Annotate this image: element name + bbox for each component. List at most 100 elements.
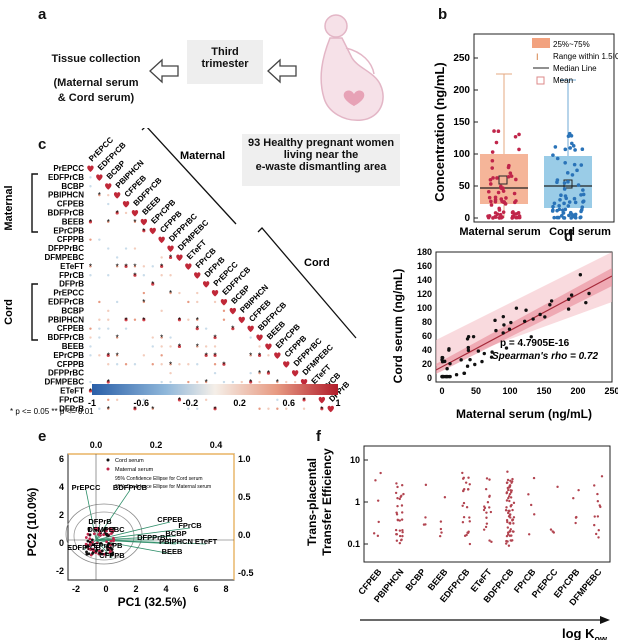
colorbar-tick: 1 — [335, 398, 340, 408]
f-point — [508, 484, 512, 487]
pca-point — [110, 547, 114, 551]
corr-cell — [88, 389, 93, 393]
f-point — [510, 503, 513, 507]
f-point — [485, 511, 488, 514]
pca-point — [92, 549, 96, 552]
maternal-label-diag: Maternal — [180, 150, 225, 162]
legend-box-swatch — [532, 38, 550, 48]
corr-cell — [257, 353, 262, 357]
e-left-tick: 6 — [59, 454, 64, 464]
corr-cell-diagonal — [211, 290, 219, 297]
collection-title: Tissue collection — [51, 53, 141, 65]
maternal-point — [517, 147, 521, 152]
pca-point — [95, 541, 99, 545]
corr-star: * — [258, 369, 261, 378]
cord-point — [562, 216, 567, 220]
d-ytick-label: 120 — [417, 289, 432, 299]
pca-point — [112, 527, 116, 530]
maternal-point — [490, 150, 495, 154]
corr-cell — [169, 274, 172, 277]
cord-point — [573, 148, 577, 152]
corr-cell-diagonal — [140, 218, 148, 226]
f-point — [424, 523, 427, 526]
e-right-tick: -0.5 — [238, 568, 254, 578]
maternal-point — [489, 203, 494, 207]
corr-cell — [107, 363, 110, 366]
corr-cell — [88, 220, 93, 224]
corr-cell — [106, 353, 110, 357]
pca-point — [91, 552, 94, 555]
corr-cell — [320, 407, 324, 411]
corr-cell — [98, 238, 101, 241]
maternal-point — [495, 212, 500, 217]
cord-point — [579, 209, 583, 214]
collection-detail-1: (Maternal serum — [53, 77, 139, 89]
f-point — [465, 533, 468, 537]
corr-cell — [124, 363, 128, 366]
corr-cell-diagonal — [247, 325, 254, 333]
f-point — [509, 528, 512, 531]
corr-cell — [160, 345, 163, 348]
panel-c-corrplot: * * * * * * * * * * * * * * * * * * * * * * * * * * * * * * * * * * * * * * * *… — [3, 128, 357, 416]
f-point — [468, 520, 471, 523]
cord-point — [578, 215, 583, 219]
f-point — [402, 492, 405, 496]
corr-cell — [151, 407, 154, 410]
d-ytick-label: 180 — [417, 247, 432, 257]
maternal-point — [513, 134, 518, 139]
corr-row-label: BCBP — [61, 306, 84, 315]
corr-cell — [115, 363, 119, 366]
cord-point — [567, 200, 572, 204]
corr-cell — [222, 380, 226, 384]
corr-cell — [177, 318, 182, 322]
corr-cell — [107, 407, 110, 410]
f-point — [443, 496, 447, 499]
corr-star: * — [151, 280, 154, 289]
pca-point — [111, 529, 115, 533]
f-point — [509, 489, 512, 492]
pca-point — [86, 539, 90, 543]
maternal-point — [517, 132, 521, 137]
corr-cell — [213, 371, 217, 375]
corr-cell — [168, 255, 173, 260]
corr-star: * — [249, 378, 252, 387]
maternal-point — [489, 199, 493, 204]
f-point — [374, 479, 377, 482]
cord-point — [565, 171, 570, 175]
corr-cell-diagonal — [149, 227, 156, 235]
e-left-tick: -2 — [56, 566, 64, 576]
corr-cell — [187, 318, 190, 321]
loading-arrow — [95, 523, 101, 541]
loading-arrow — [85, 489, 97, 541]
e-legend-ellipse-cord: 95% Confidence Ellipse for Cord serum — [115, 476, 203, 482]
corr-cell — [249, 380, 253, 384]
cord-point — [573, 200, 578, 205]
maternal-point — [512, 191, 517, 196]
loading-arrow — [95, 539, 177, 545]
corr-cell — [142, 354, 146, 357]
cord-point — [570, 173, 575, 177]
d-point — [440, 355, 445, 360]
corr-cell — [204, 345, 208, 348]
panel-d-ylabel: Cord serum (ng/mL) — [391, 269, 405, 384]
corr-cell — [213, 363, 217, 366]
panel-d-label: d — [564, 228, 574, 245]
f-point — [511, 518, 515, 521]
loading-arrow — [95, 527, 191, 541]
panel-e-xlabel: PC1 (32.5%) — [118, 595, 187, 609]
f-point — [461, 471, 464, 475]
maternal-point — [494, 140, 499, 145]
maternal-bracket-left — [31, 173, 38, 233]
f-point — [506, 478, 510, 482]
corr-row-label: CFPEB — [57, 200, 84, 209]
f-point — [505, 534, 509, 538]
corr-cell — [98, 318, 101, 321]
f-point — [488, 478, 491, 481]
cord-point — [564, 196, 569, 201]
corr-cell — [142, 265, 146, 268]
corr-cell-diagonal — [185, 263, 192, 270]
f-point — [485, 522, 489, 525]
corr-cell — [107, 398, 110, 402]
legend-iqr: 25%~75% — [553, 40, 590, 49]
corr-star: * — [89, 262, 92, 271]
